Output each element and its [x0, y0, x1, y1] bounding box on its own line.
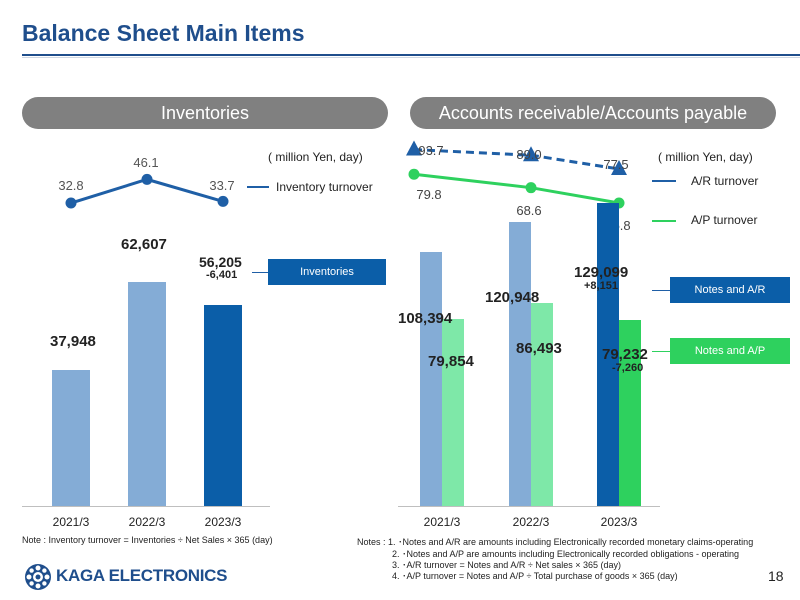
receivables-section-header: Accounts receivable/Accounts payable	[410, 97, 776, 129]
inventories-section-header: Inventories	[22, 97, 388, 129]
receivables-note-4: 4. ･A/P turnover = Notes and A/P ÷ Total…	[392, 571, 678, 581]
ap-change-label: -7,260	[612, 362, 644, 374]
inventory-turnover-point-2021-3	[65, 197, 77, 209]
notes-ap-legend-box: Notes and A/P	[670, 338, 790, 364]
ap-legend-connector	[652, 351, 670, 352]
inventories-value-2023: 56,205	[199, 254, 242, 270]
inventories-legend-connector	[252, 272, 268, 273]
ar-turnover-value-2022: 89.0	[516, 147, 542, 162]
ar-turnover-value-2023: 77.5	[603, 157, 629, 172]
ar-bar-2021	[420, 251, 442, 506]
inventories-tick-2022: 2022/3	[128, 515, 166, 529]
inventory-turnover-value-2021: 32.8	[58, 178, 84, 193]
receivables-tick-2022: 2022/3	[512, 515, 550, 529]
ar-bar-2022	[509, 222, 531, 506]
inventories-tick-2021: 2021/3	[52, 515, 90, 529]
inventories-value-2021: 37,948	[50, 333, 96, 350]
inventory-turnover-point-2023-3	[217, 195, 229, 207]
ap-turnover-point-2021-3	[408, 168, 420, 180]
receivables-note-1: Notes : 1. ･Notes and A/R are amounts in…	[357, 537, 754, 547]
inventory-turnover-value-2023: 33.7	[209, 178, 235, 193]
inventories-x-axis	[22, 506, 270, 507]
ar-bar-2023	[597, 203, 619, 506]
turnover-lines-chart	[406, 140, 627, 209]
page-number: 18	[768, 568, 784, 584]
inventories-legend-box: Inventories	[268, 259, 386, 285]
receivables-x-axis	[398, 506, 660, 507]
ar-turnover-point-2021-3	[406, 140, 422, 156]
title-rule	[22, 54, 800, 56]
inventory-turnover-legend: Inventory turnover	[276, 180, 373, 194]
ap-value-2022: 86,493	[516, 340, 562, 357]
ap-turnover-value-2021: 79.8	[416, 187, 442, 202]
right-unit-label: ( million Yen, day)	[658, 150, 753, 164]
notes-ar-legend-box: Notes and A/R	[670, 277, 790, 303]
ap-value-2023: 79,232	[602, 346, 648, 363]
receivables-tick-2021: 2021/3	[423, 515, 461, 529]
inventories-tick-2023: 2023/3	[204, 515, 242, 529]
inventories-change-label: -6,401	[206, 269, 238, 281]
ar-value-2021: 108,394	[398, 310, 453, 327]
ar-change-label: +8,151	[584, 280, 618, 292]
ap-bar-2021	[442, 318, 464, 506]
receivables-note-2: 2. ･Notes and A/P are amounts including …	[392, 549, 740, 559]
ar-turnover-legend-line	[652, 180, 676, 182]
ar-turnover-value-2021: 93.7	[418, 143, 444, 158]
ar-legend-connector	[652, 290, 670, 291]
ap-turnover-legend-line	[652, 220, 676, 222]
inventories-bar-2021	[52, 370, 90, 506]
ar-turnover-point-2023-3	[611, 160, 627, 175]
inventory-note: Note : Inventory turnover = Inventories …	[22, 535, 273, 545]
ap-turnover-value-2022: 68.6	[516, 203, 542, 218]
ap-bar-2023	[619, 320, 641, 506]
inventories-bar-2023	[204, 305, 242, 506]
inventory-turnover-line-chart	[65, 173, 229, 209]
ar-value-2023: 129,099	[574, 264, 629, 281]
ap-turnover-point-2022-3	[525, 182, 537, 194]
ap-turnover-legend: A/P turnover	[691, 213, 758, 227]
inventory-turnover-value-2022: 46.1	[133, 155, 159, 170]
inventory-turnover-legend-line	[247, 186, 269, 188]
title-rule-secondary	[22, 57, 800, 58]
company-name: KAGA ELECTRONICS	[56, 566, 228, 585]
inventories-value-2022: 62,607	[121, 236, 167, 253]
page-title: Balance Sheet Main Items	[22, 20, 305, 46]
inventory-turnover-point-2022-3	[141, 173, 153, 185]
ap-value-2021: 79,854	[428, 353, 474, 370]
ar-turnover-point-2022-3	[523, 146, 539, 162]
receivables-note-3: 3. ･A/R turnover = Notes and A/R ÷ Net s…	[392, 560, 622, 570]
receivables-tick-2023: 2023/3	[600, 515, 638, 529]
ar-turnover-legend: A/R turnover	[691, 174, 759, 188]
ar-value-2022: 120,948	[485, 289, 540, 306]
left-unit-label: ( million Yen, day)	[268, 150, 363, 164]
inventories-bar-2022	[128, 282, 166, 506]
company-logo-icon	[25, 564, 51, 590]
ap-bar-2022	[531, 303, 553, 506]
